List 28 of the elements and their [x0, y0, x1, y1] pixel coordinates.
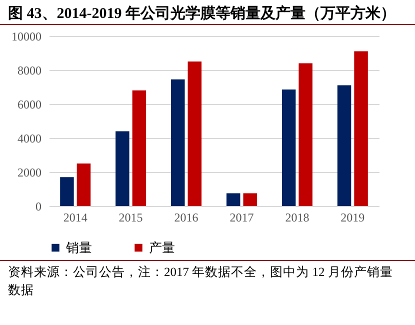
legend-label: 销量 [65, 240, 92, 255]
bar [282, 90, 296, 206]
bar [171, 79, 185, 206]
bar [298, 63, 312, 206]
bar [243, 193, 257, 206]
bar [337, 85, 352, 206]
bar [116, 131, 130, 206]
x-tick-label: 2016 [174, 210, 198, 224]
bar [132, 90, 146, 206]
y-tick-label: 8000 [18, 64, 42, 78]
y-tick-label: 2000 [18, 166, 42, 180]
x-tick-label: 2014 [63, 210, 88, 224]
bar [60, 177, 74, 206]
x-tick-label: 2017 [230, 210, 254, 224]
x-tick-label: 2019 [340, 210, 365, 224]
y-tick-label: 4000 [18, 132, 42, 146]
bar [76, 164, 91, 206]
y-tick-label: 10000 [12, 30, 42, 44]
bar [188, 62, 202, 206]
legend-label: 产量 [149, 240, 175, 255]
text: 资料来源：公司公告，注：2017 年数据不全，图中为 12 月份产销量数据 [0, 260, 415, 299]
bar [226, 193, 240, 206]
y-tick-label: 6000 [18, 98, 42, 112]
bar [354, 51, 368, 206]
chart-title: 图 43、2014-2019 年公司光学膜等销量及产量（万平方米） [0, 0, 415, 25]
x-tick-label: 2018 [285, 210, 310, 224]
y-tick-label: 0 [36, 200, 42, 214]
x-tick-label: 2015 [118, 210, 143, 224]
